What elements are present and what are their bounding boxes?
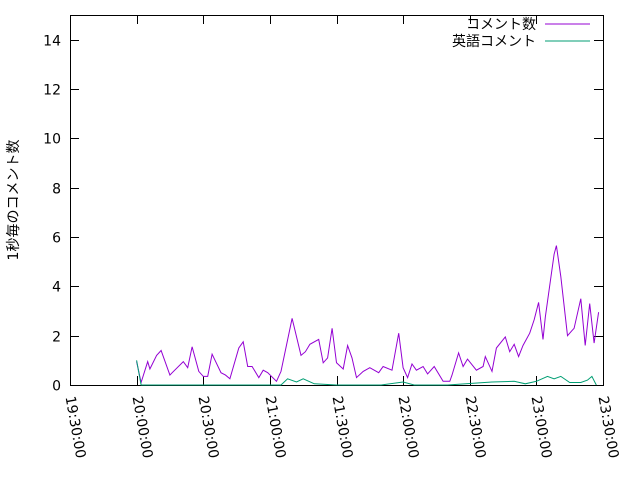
y-axis-label: 1秒毎のコメント数 (6, 140, 22, 261)
legend-label-0: コメント数 (466, 17, 536, 33)
x-tick-label: 21:00:00 (262, 395, 289, 460)
x-tick-label: 23:00:00 (528, 395, 555, 460)
axis-ticks: 0 2 4 6 8 10 12 14 19:30:00 20:00:00 20:30:00 21:00… (43, 15, 621, 460)
y-tick-label: 12 (43, 83, 61, 99)
x-tick-label: 19:30:00 (62, 395, 89, 460)
plot-frame (70, 15, 604, 386)
y-tick-label: 0 (52, 379, 61, 395)
y-tick-label: 6 (52, 231, 61, 247)
legend-label-1: 英語コメント (452, 33, 536, 50)
x-tick-label: 20:00:00 (129, 395, 156, 460)
x-tick-label: 20:30:00 (195, 395, 222, 460)
y-tick-label: 14 (43, 34, 61, 50)
series-group (136, 245, 600, 386)
y-tick-label: 4 (52, 280, 61, 296)
x-tick-label: 21:30:00 (329, 395, 356, 460)
y-tick-label: 2 (52, 330, 61, 346)
y-tick-label: 10 (43, 132, 61, 148)
y-tick-label: 8 (52, 182, 61, 198)
x-tick-label: 23:30:00 (595, 395, 622, 460)
x-tick-label: 22:00:00 (395, 395, 422, 460)
x-tick-label: 22:30:00 (462, 395, 489, 460)
series-line-0 (136, 245, 600, 385)
series-line-1 (136, 360, 597, 386)
